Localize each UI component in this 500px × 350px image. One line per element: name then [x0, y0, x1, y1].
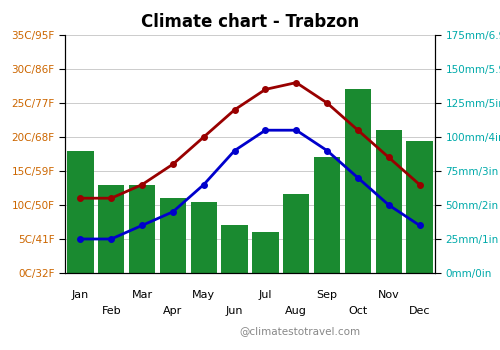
Text: Apr: Apr: [164, 306, 182, 316]
Text: Jan: Jan: [72, 290, 89, 300]
Title: Climate chart - Trabzon: Climate chart - Trabzon: [141, 13, 359, 31]
Bar: [314, 158, 340, 273]
Bar: [283, 194, 310, 273]
Text: Mar: Mar: [132, 290, 152, 300]
Text: Dec: Dec: [409, 306, 430, 316]
Bar: [129, 184, 155, 273]
Bar: [222, 225, 248, 273]
Bar: [406, 141, 432, 273]
Bar: [98, 184, 124, 273]
Text: May: May: [192, 290, 216, 300]
Bar: [376, 130, 402, 273]
Text: @climatestotravel.com: @climatestotravel.com: [240, 326, 360, 336]
Bar: [345, 89, 371, 273]
Text: Sep: Sep: [316, 290, 338, 300]
Bar: [252, 232, 278, 273]
Bar: [68, 150, 94, 273]
Text: Jul: Jul: [258, 290, 272, 300]
Text: Aug: Aug: [286, 306, 307, 316]
Text: Feb: Feb: [102, 306, 121, 316]
Text: Jun: Jun: [226, 306, 244, 316]
Text: Nov: Nov: [378, 290, 400, 300]
Bar: [190, 202, 217, 273]
Bar: [160, 198, 186, 273]
Text: Oct: Oct: [348, 306, 368, 316]
